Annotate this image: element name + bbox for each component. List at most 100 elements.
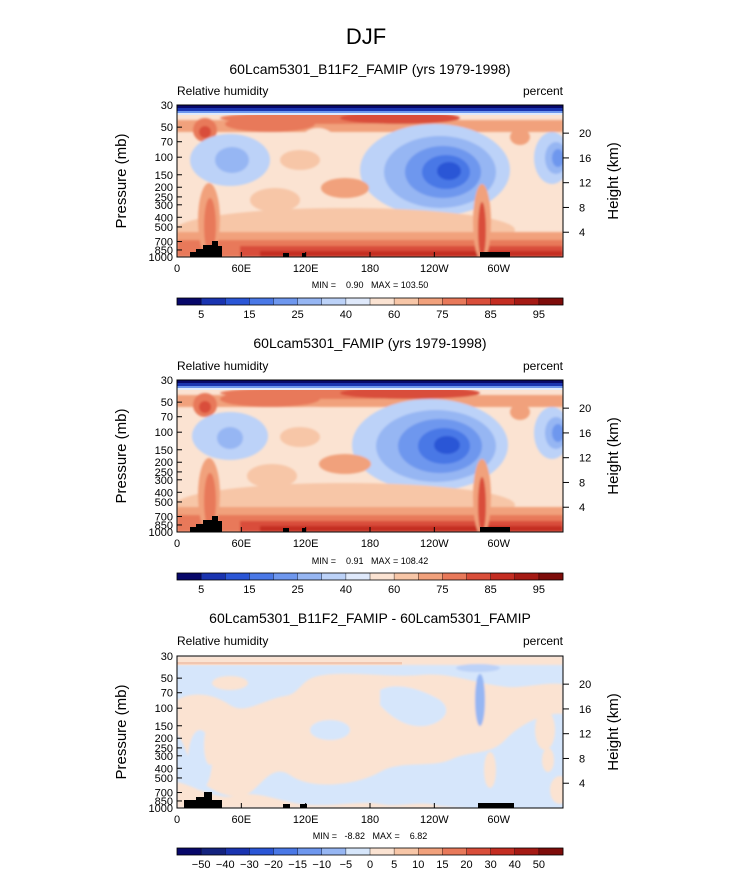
panel-1-colorbar-label: 85	[485, 309, 497, 321]
panel-3-colorbar-label: 30	[485, 859, 497, 871]
panel-2-y-tick-label: 50	[161, 397, 173, 409]
panel-1-colorbar-swatch	[201, 298, 226, 305]
panel-3-x-tick-label: 120W	[420, 814, 449, 826]
panel-1-ylabel-right: Height (km)	[605, 142, 622, 220]
panel-1-colorbar-label: 25	[292, 309, 304, 321]
panel-3-y-tick-label: 500	[155, 773, 173, 785]
panel-2-y-tick-label: 500	[155, 497, 173, 509]
panel-1-y-tick-label: 50	[161, 122, 173, 134]
panel-1-y-tick-label: 700	[155, 237, 173, 249]
panel-3-colorbar-swatch	[249, 848, 274, 855]
panel-2-colorbar-label: 25	[292, 584, 304, 596]
panel-1-y-tick-label: 1000	[149, 252, 173, 264]
panel-2-colorbar-swatch	[273, 573, 298, 580]
panel-1-colorbar-swatch	[273, 298, 298, 305]
panel-2-colorbar-swatch	[490, 573, 516, 580]
panel-3-colorbar-label: 20	[460, 859, 472, 871]
panel-2-colorbar-label: 15	[243, 584, 255, 596]
panel-2-y-tick-label: 700	[155, 512, 173, 524]
panel-2: 60Lcam5301_FAMIP (yrs 1979-1998) Relativ…	[113, 335, 622, 596]
panel-1-colorbar-label: 75	[436, 309, 448, 321]
panel-1-y-tick-label: 30	[161, 100, 173, 112]
panel-2-y-tick-label: 400	[155, 487, 173, 499]
panel-2-left-label: Relative humidity	[177, 359, 268, 373]
panel-1-colorbar-swatch	[418, 298, 443, 305]
panel-1-height-tick-label: 20	[579, 128, 591, 140]
panel-1-colorbar-label: 40	[340, 309, 352, 321]
panel-3-colorbar-swatch	[538, 848, 564, 855]
panel-3-colorbar-swatch	[394, 848, 419, 855]
panel-3-colorbar-swatch	[514, 848, 540, 855]
panel-2-colorbar-swatch	[538, 573, 564, 580]
panel-2-colorbar-label: 95	[533, 584, 545, 596]
panel-2-colorbar-swatch	[418, 573, 443, 580]
panel-1-y-tick-label: 100	[155, 152, 173, 164]
panel-1-x-tick-label: 180	[361, 263, 379, 275]
panel-3-field	[177, 656, 563, 808]
panel-2-y-tick-label: 300	[155, 475, 173, 487]
panel-2-x-tick-label: 0	[174, 538, 180, 550]
panel-2-colorbar-swatch	[225, 573, 250, 580]
panel-3-x-tick-label: 60W	[487, 814, 510, 826]
panel-2-colorbar-swatch	[321, 573, 347, 580]
panel-3-y-tick-label: 100	[155, 703, 173, 715]
panel-1-colorbar-swatch	[466, 298, 491, 305]
panel-1-colorbar-label: 5	[198, 309, 204, 321]
panel-1-height-tick-label: 16	[579, 153, 591, 165]
panel-2-x-tick-label: 180	[361, 538, 379, 550]
panel-2-colorbar-swatch	[442, 573, 467, 580]
panel-2-ylabel: Pressure (mb)	[113, 408, 130, 503]
panel-3-y-tick-label: 30	[161, 651, 173, 663]
panel-1-height-tick-label: 4	[579, 227, 585, 239]
panel-3-colorbar-swatch	[370, 848, 395, 855]
panel-2-colorbar-label: 40	[340, 584, 352, 596]
panel-2-colorbar-label: 75	[436, 584, 448, 596]
panel-2-colorbar-swatch	[466, 573, 491, 580]
panel-2-y-tick-label: 150	[155, 445, 173, 457]
panel-3-left-label: Relative humidity	[177, 634, 268, 648]
panel-2-stats: MIN = 0.91 MAX = 108.42	[312, 556, 429, 566]
panel-1-x-tick-label: 60W	[487, 263, 510, 275]
panel-1-x-tick-label: 60E	[232, 263, 252, 275]
panel-1-x-tick-label: 120W	[420, 263, 449, 275]
panel-3-y-tick-label: 700	[155, 788, 173, 800]
panel-3-title: 60Lcam5301_B11F2_FAMIP - 60Lcam5301_FAMI…	[209, 610, 531, 626]
panel-3-axes: 0 60E 120E 180 120W 60W3050701001502002503004…	[149, 651, 592, 826]
panel-2-y-tick-label: 30	[161, 375, 173, 387]
panel-3-y-tick-label: 200	[155, 733, 173, 745]
panel-2-colorbar-swatch	[201, 573, 226, 580]
panel-2-y-tick-label: 250	[155, 467, 173, 479]
panel-2-colorbar-label: 60	[388, 584, 400, 596]
panel-2-colorbar-swatch	[177, 573, 202, 580]
panel-3-colorbar-label: 10	[412, 859, 424, 871]
panel-1: 60Lcam5301_B11F2_FAMIP (yrs 1979-1998) R…	[113, 61, 622, 321]
panel-3-colorbar-swatch	[321, 848, 347, 855]
panel-2-colorbar-swatch	[345, 573, 371, 580]
figure-title: DJF	[346, 24, 386, 49]
panel-1-y-tick-label: 250	[155, 192, 173, 204]
panel-3-colorbar: −50 −40 −30 −20 −15 −10 −5 0 5 10 15 20 30 40 50	[176, 847, 564, 871]
panel-1-colorbar-swatch	[370, 298, 395, 305]
panel-2-x-tick-label: 120W	[420, 538, 449, 550]
panel-1-colorbar-swatch	[514, 298, 540, 305]
panel-1-stats: MIN = 0.90 MAX = 103.50	[312, 280, 429, 290]
panel-3-stats: MIN = -8.82 MAX = 6.82	[313, 831, 428, 841]
panel-2-height-tick-label: 4	[579, 502, 585, 514]
panel-2-y-tick-label: 1000	[149, 527, 173, 539]
panel-3-colorbar-swatch	[345, 848, 371, 855]
panel-2-ylabel-right: Height (km)	[605, 417, 622, 495]
panel-3-ylabel: Pressure (mb)	[113, 684, 130, 779]
panel-1-y-tick-label: 850	[155, 245, 173, 257]
panel-3-height-tick-label: 12	[579, 729, 591, 741]
panel-1-colorbar-label: 15	[243, 309, 255, 321]
panel-1-colorbar-label: 95	[533, 309, 545, 321]
panel-3-colorbar-label: −15	[288, 859, 307, 871]
panel-1-colorbar-swatch	[394, 298, 419, 305]
panel-1-y-tick-label: 70	[161, 137, 173, 149]
panel-2-y-tick-label: 70	[161, 412, 173, 424]
panel-1-height-tick-label: 12	[579, 178, 591, 190]
panel-2-height-tick-label: 20	[579, 403, 591, 415]
panel-2-colorbar-swatch	[394, 573, 419, 580]
panel-1-left-label: Relative humidity	[177, 84, 268, 98]
panel-3-height-tick-label: 20	[579, 679, 591, 691]
